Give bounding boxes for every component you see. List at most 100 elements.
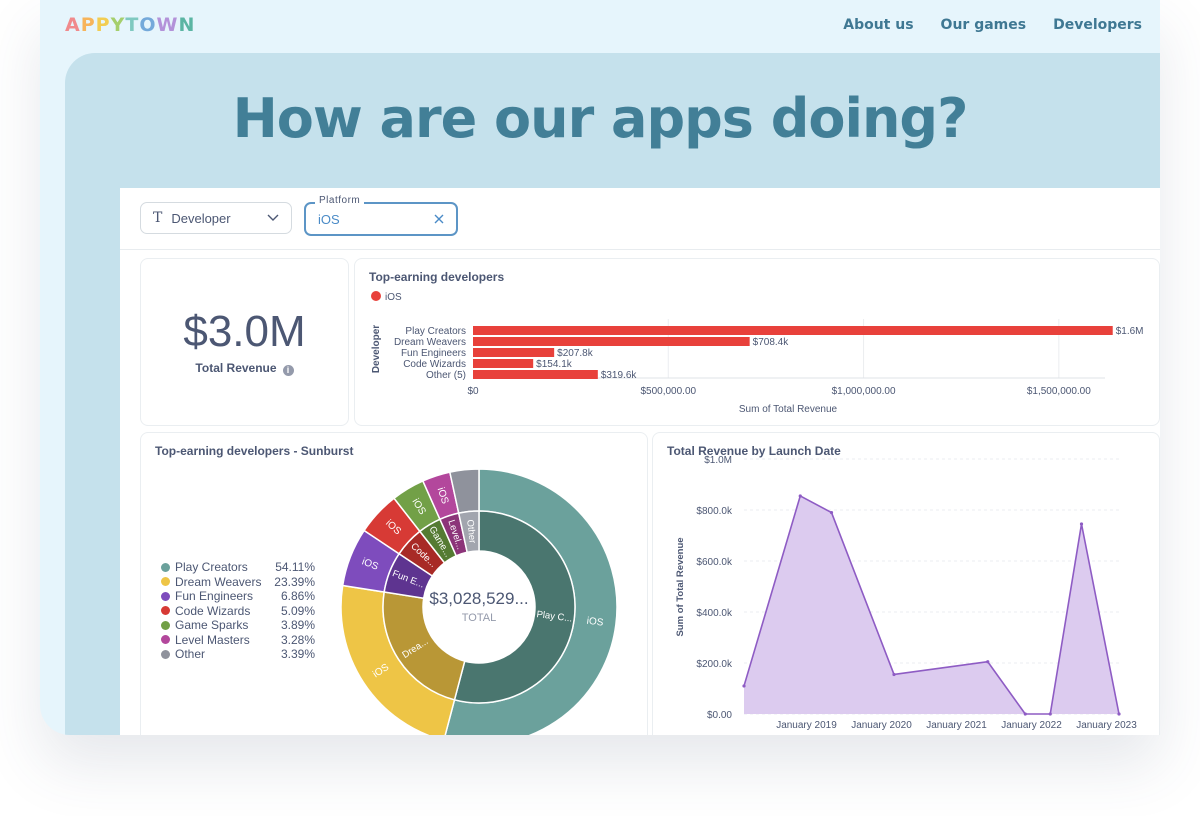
- bar[interactable]: [473, 326, 1113, 335]
- bar-value-label: $1.6M: [1116, 326, 1144, 337]
- legend-row[interactable]: Level Masters 3.28%: [161, 633, 315, 648]
- bar[interactable]: [473, 337, 750, 346]
- sunburst-center-value: $3,028,529...: [429, 589, 528, 608]
- logo-letter: P: [95, 14, 111, 36]
- hero-title: How are our apps doing?: [232, 87, 969, 150]
- x-tick-label: January 2023: [1076, 720, 1137, 731]
- logo-letter: T: [125, 14, 140, 36]
- sunburst-card[interactable]: Top-earning developers - Sunburst Play C…: [140, 432, 648, 735]
- bar[interactable]: [473, 359, 534, 368]
- area-point[interactable]: [829, 510, 834, 515]
- y-tick-label: Code Wizards: [403, 359, 466, 370]
- y-tick-label: Fun Engineers: [401, 348, 466, 359]
- nav-our-games[interactable]: Our games: [940, 17, 1027, 33]
- kpi-label: Total Revenue: [195, 361, 277, 375]
- nav-about-us[interactable]: About us: [843, 17, 914, 33]
- area-fill: [744, 495, 1119, 714]
- area-point[interactable]: [798, 494, 802, 498]
- x-tick-label: $0: [467, 386, 479, 397]
- area-point[interactable]: [892, 672, 896, 677]
- y-tick-label: Dream Weavers: [394, 337, 466, 348]
- legend-value: 6.86%: [280, 589, 315, 604]
- appytown-logo[interactable]: APPYTOWN: [65, 14, 195, 36]
- bar-chart-card[interactable]: Top-earning developers iOS $0 $500,000.00 $…: [354, 258, 1160, 426]
- legend-label: Dream Weavers: [175, 574, 262, 589]
- logo-letter: A: [65, 14, 81, 36]
- info-icon[interactable]: i: [282, 365, 294, 376]
- legend-label: Other: [175, 647, 206, 662]
- legend-row[interactable]: Game Sparks 3.89%: [161, 618, 315, 633]
- x-tick-label: January 2020: [851, 720, 912, 731]
- legend-row[interactable]: Code Wizards 5.09%: [161, 604, 315, 619]
- sunburst-center-label: TOTAL: [462, 612, 496, 624]
- x-axis-title: Sum of Total Revenue: [739, 404, 838, 415]
- legend-value: 5.09%: [280, 603, 315, 618]
- sunburst-legend: Play Creators 54.11% Dream Weavers 23.39% Fu…: [161, 560, 315, 662]
- y-tick-label: $600.0k: [696, 557, 733, 568]
- legend-row[interactable]: Play Creators 54.11%: [161, 560, 315, 575]
- x-tick-label: $1,500,000.00: [1027, 386, 1091, 397]
- platform-filter-label: Platform: [315, 195, 365, 206]
- legend-dot: [161, 591, 170, 601]
- legend-value: 3.39%: [280, 647, 315, 662]
- bar-value-label: $319.6k: [601, 370, 638, 381]
- bar-chart: iOS $0 $500,000.00 $1,000,000.00 $1,500,000.…: [371, 291, 1144, 415]
- legend-label: Code Wizards: [175, 603, 251, 618]
- legend-dot: [161, 649, 170, 659]
- top-nav: About us Our games Developers: [843, 17, 1142, 33]
- platform-filter[interactable]: Platform iOS: [304, 195, 458, 236]
- area-point[interactable]: [1023, 712, 1027, 716]
- area-chart: $0.00 $200.0k $400.0k $600.0k $800.0k $1.0M Ja…: [675, 455, 1137, 731]
- sunburst-title: Top-earning developers - Sunburst: [155, 444, 354, 458]
- legend-row[interactable]: Other 3.39%: [161, 647, 315, 662]
- legend-dot: [161, 635, 170, 645]
- legend-value: 3.28%: [280, 632, 315, 647]
- y-tick-label: $0.00: [707, 710, 732, 721]
- developer-filter[interactable]: T Developer: [140, 202, 292, 234]
- legend-row[interactable]: Dream Weavers 23.39%: [161, 575, 315, 590]
- legend-value: 23.39%: [274, 574, 315, 589]
- kpi-value: $3.0M: [183, 307, 306, 356]
- sunburst-inner-label: Play C...: [536, 609, 573, 625]
- logo-letter: O: [139, 14, 157, 36]
- page-frame: APPYTOWN About us Our games Developers H…: [40, 0, 1160, 735]
- bar-value-label: $154.1k: [536, 359, 573, 370]
- kpi-label-row: Total Revenue i: [141, 361, 348, 376]
- sunburst-inner-slice[interactable]: [457, 510, 480, 554]
- area-point[interactable]: [1079, 522, 1084, 526]
- legend-dot: [161, 577, 170, 587]
- chevron-down-icon[interactable]: [267, 211, 279, 225]
- area-chart-title: Total Revenue by Launch Date: [667, 444, 841, 458]
- area-point[interactable]: [1117, 712, 1121, 716]
- text-type-icon: T: [153, 210, 163, 226]
- legend-label: Game Sparks: [175, 618, 249, 633]
- area-point[interactable]: [742, 684, 746, 688]
- y-tick-label: Play Creators: [405, 326, 466, 337]
- bar[interactable]: [473, 348, 555, 357]
- y-axis-title: Developer: [371, 325, 382, 373]
- area-chart-card[interactable]: Total Revenue by Launch Date $0.00 $200.0…: [652, 432, 1160, 735]
- clear-icon[interactable]: [434, 212, 444, 227]
- legend-label: iOS: [385, 292, 402, 303]
- bar[interactable]: [473, 370, 598, 379]
- filter-bar: T Developer Platform iOS: [120, 188, 1160, 250]
- legend-dot: [161, 620, 170, 630]
- developer-filter-label: Developer: [171, 210, 231, 226]
- legend-row[interactable]: Fun Engineers 6.86%: [161, 589, 315, 604]
- y-tick-label: $400.0k: [696, 608, 733, 619]
- logo-letter: W: [156, 14, 179, 36]
- area-point[interactable]: [1048, 712, 1052, 716]
- y-tick-label: $800.0k: [696, 506, 733, 517]
- x-tick-label: January 2019: [776, 720, 837, 731]
- legend-dot: [161, 606, 170, 616]
- bar-value-label: $207.8k: [557, 348, 594, 359]
- area-point[interactable]: [986, 660, 990, 664]
- y-tick-label: Other (5): [426, 370, 466, 381]
- sunburst-inner-slice[interactable]: [453, 510, 576, 704]
- kpi-card[interactable]: $3.0M Total Revenue i: [140, 258, 349, 426]
- logo-letter: P: [80, 14, 96, 36]
- nav-developers[interactable]: Developers: [1053, 17, 1142, 33]
- legend-value: 3.89%: [280, 618, 315, 633]
- y-tick-label: $1.0M: [704, 455, 732, 466]
